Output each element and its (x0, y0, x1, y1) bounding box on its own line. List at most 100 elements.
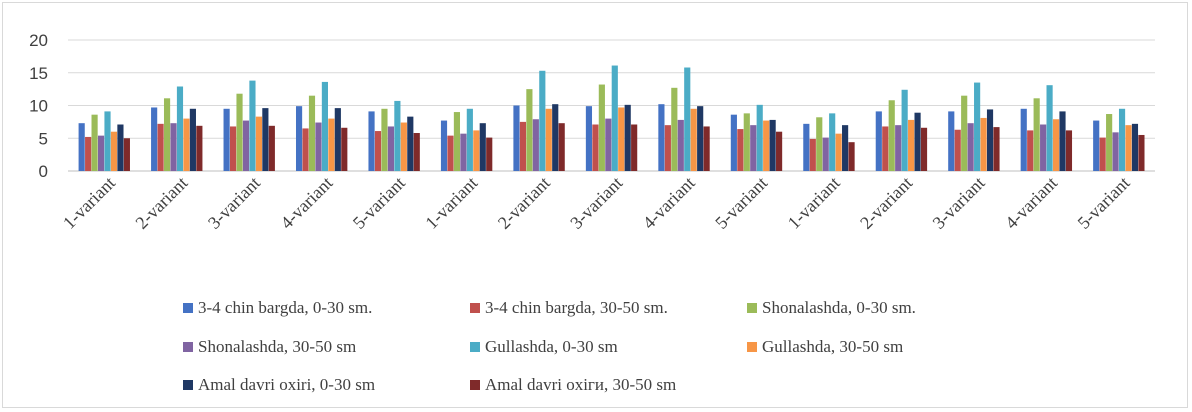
x-tick-label: 2-variant (131, 173, 191, 233)
bar (223, 108, 230, 171)
legend-swatch (470, 380, 480, 390)
bar (1099, 137, 1106, 171)
bar (374, 131, 382, 171)
series-2 (85, 121, 1106, 172)
x-tick-label: 5-variant (711, 173, 771, 233)
bar (268, 125, 275, 171)
legend-label: Gullashda, 0-30 sm (485, 337, 618, 356)
bar (1033, 98, 1040, 171)
bar (1040, 124, 1047, 171)
x-tick-label: 2-variant (856, 173, 916, 233)
y-tick-label: 20 (29, 31, 48, 50)
bar (249, 80, 256, 171)
x-tick-label: 4-variant (1001, 173, 1061, 233)
bar (242, 120, 250, 171)
bar (980, 117, 987, 171)
bar (908, 119, 915, 171)
bar (407, 116, 414, 171)
bar (1118, 108, 1126, 171)
bar (308, 95, 316, 171)
x-tick-label: 2-variant (494, 173, 554, 233)
legend-item: Gullashda, 0-30 sm (470, 337, 618, 356)
bar (97, 135, 105, 171)
bar (170, 123, 177, 171)
bar (993, 127, 1000, 171)
bar (822, 137, 829, 171)
bar (618, 107, 625, 171)
bar (78, 123, 85, 171)
bar (447, 135, 454, 171)
x-tick-label: 4-variant (276, 173, 336, 233)
series-4 (97, 118, 1119, 171)
y-axis-ticks: 0 5 10 15 20 (29, 31, 48, 181)
legend-swatch (470, 303, 480, 313)
bar (387, 126, 394, 171)
legend-item: Amal davri oxiri, 0-30 sm (183, 375, 375, 394)
series-5 (104, 65, 1126, 171)
bar (123, 138, 130, 171)
bar (961, 95, 968, 171)
x-tick-label: 3-variant (929, 173, 989, 233)
bar (236, 93, 243, 171)
x-tick-label: 1-variant (784, 173, 844, 233)
x-tick-label: 3-variant (204, 173, 264, 233)
legend-swatch (183, 303, 193, 313)
bar (605, 118, 612, 171)
bar (1020, 108, 1027, 171)
bar (631, 124, 638, 171)
bar (664, 125, 671, 171)
bar (189, 108, 196, 171)
bar (585, 106, 593, 171)
bar (611, 65, 618, 171)
bar (888, 100, 895, 171)
bar (1027, 130, 1034, 171)
bar (368, 111, 375, 171)
legend-label: Shonalashda, 0-30 sm. (762, 298, 916, 317)
legend-label: Amal davri oxiги, 30-50 sm (485, 375, 676, 394)
bar (842, 125, 849, 171)
bar (948, 111, 955, 171)
bar (592, 124, 599, 171)
legend-label: Shonalashda, 30-50 sm (198, 337, 356, 356)
bar (196, 125, 203, 171)
bar (479, 123, 486, 171)
bar (381, 108, 388, 171)
bar (104, 111, 111, 171)
bar (163, 98, 171, 171)
bar (1131, 123, 1139, 171)
bar (803, 123, 810, 171)
x-axis-ticks: 1-variant 2-variant 3-variant 4-variant 5-va… (59, 173, 1134, 233)
bar (321, 81, 328, 171)
bar (703, 126, 710, 171)
bar (750, 125, 757, 171)
bar (545, 108, 552, 171)
bar (315, 122, 322, 171)
x-tick-label: 1-variant (421, 173, 481, 233)
bar (901, 89, 908, 171)
bar (532, 119, 539, 171)
legend-item: Shonalashda, 30-50 sm (183, 337, 356, 356)
bar (967, 123, 974, 171)
bar (473, 130, 480, 171)
bar (986, 109, 994, 171)
bar (413, 133, 420, 171)
bar (1052, 119, 1060, 171)
bar (110, 131, 118, 171)
y-tick-label: 10 (29, 97, 48, 116)
bar (183, 118, 190, 171)
legend: 3-4 chin bargda, 0-30 sm. 3-4 chin bargda… (183, 298, 916, 394)
bar (400, 122, 407, 171)
legend-item: Amal davri oxiги, 30-50 sm (470, 375, 676, 394)
bar (882, 126, 889, 171)
bar (848, 142, 855, 171)
bar (743, 113, 750, 171)
bar (737, 129, 744, 171)
bar (519, 121, 527, 172)
bar (255, 116, 262, 171)
bar (558, 123, 565, 171)
bar (974, 82, 981, 171)
bar (394, 100, 401, 171)
bar (829, 113, 836, 171)
